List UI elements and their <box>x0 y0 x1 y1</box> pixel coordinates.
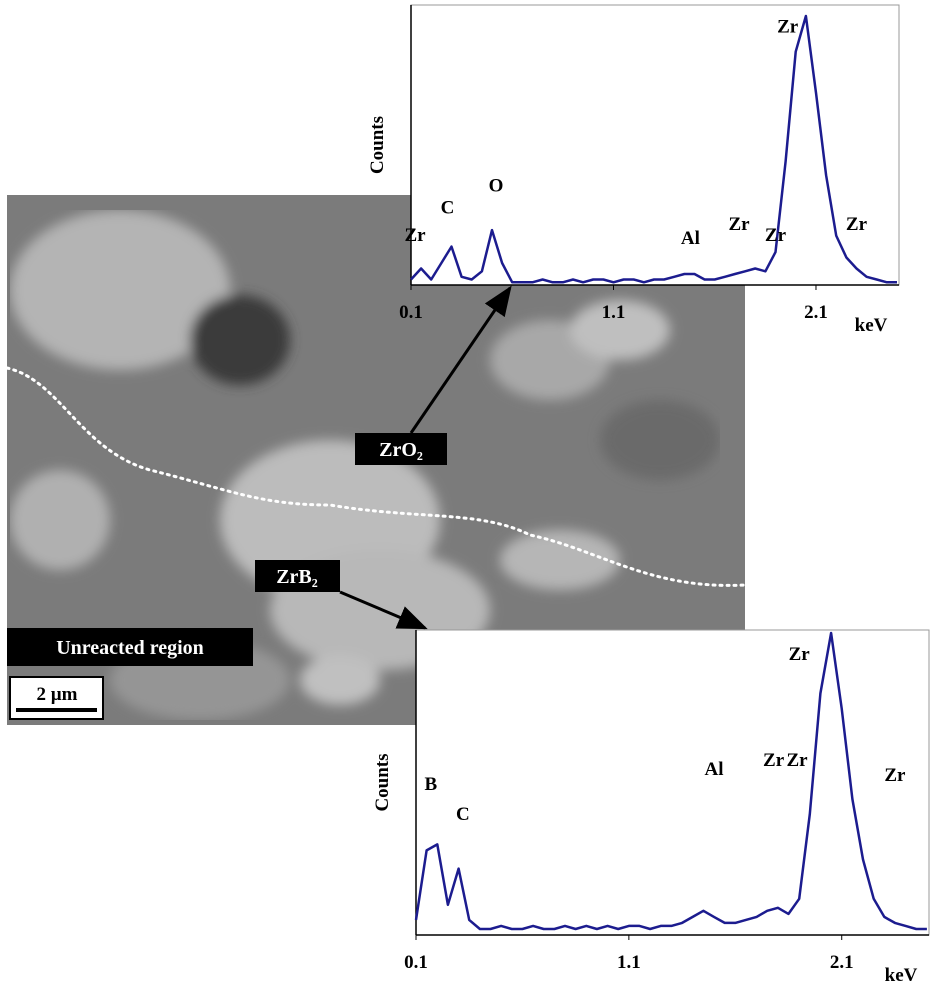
x-axis-label: keV <box>855 315 888 336</box>
peak-label: O <box>489 176 504 197</box>
peak-label: Zr <box>789 644 811 665</box>
peak-label: Zr <box>884 765 906 786</box>
x-tick-label: 0.1 <box>399 302 423 323</box>
peak-label: C <box>456 804 470 825</box>
y-axis-label: Counts <box>367 116 388 174</box>
peak-label: Zr <box>846 214 868 235</box>
peak-label: Zr <box>728 214 750 235</box>
plot-area <box>416 630 929 935</box>
x-tick-label: 1.1 <box>617 952 641 973</box>
peak-label: Zr <box>786 750 808 771</box>
peak-label: Zr <box>404 225 426 246</box>
phase-label: ZrB₂ <box>276 566 318 588</box>
x-tick-label: 2.1 <box>804 302 828 323</box>
peak-label: Al <box>705 759 724 780</box>
plot-area <box>411 5 899 285</box>
peak-label: C <box>441 198 455 219</box>
x-tick-label: 2.1 <box>830 952 854 973</box>
scale-bar-label: 2 µm <box>36 684 77 705</box>
region-label: Unreacted region <box>56 637 204 659</box>
figure: ZrO₂ ZrB₂ Unreacted region 2 µm 0.1 1.1 2.… <box>0 0 935 981</box>
peak-label: Al <box>681 228 700 249</box>
peak-label: B <box>425 774 438 795</box>
y-axis-label: Counts <box>372 753 393 811</box>
peak-label: Zr <box>765 225 787 246</box>
peak-label: Zr <box>763 750 785 771</box>
peak-label: Zr <box>777 16 799 37</box>
x-tick-label: 0.1 <box>404 952 428 973</box>
x-tick-label: 1.1 <box>602 302 626 323</box>
phase-label: ZrO₂ <box>379 439 423 461</box>
x-axis-label: keV <box>885 965 918 981</box>
